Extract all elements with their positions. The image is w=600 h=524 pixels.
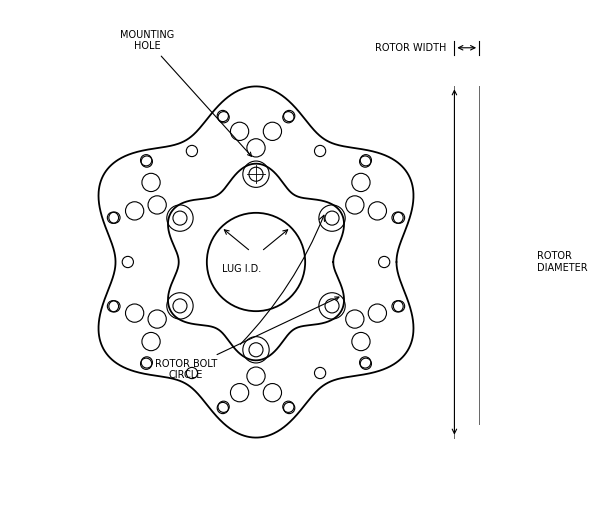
Text: ROTOR
DIAMETER: ROTOR DIAMETER (537, 251, 587, 273)
Text: ROTOR WIDTH: ROTOR WIDTH (374, 43, 449, 53)
Text: ROTOR BOLT
CIRCLE: ROTOR BOLT CIRCLE (155, 297, 339, 380)
Text: MOUNTING
HOLE: MOUNTING HOLE (120, 30, 251, 156)
Text: LUG I.D.: LUG I.D. (223, 264, 262, 274)
